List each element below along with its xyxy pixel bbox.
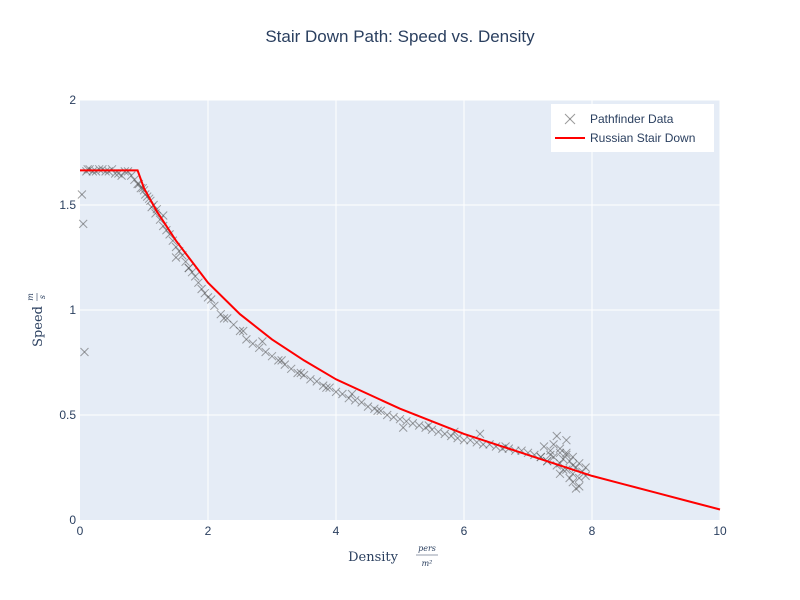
- legend-label-pathfinder-data: Pathfinder Data: [590, 112, 674, 126]
- y-tick-label: 1: [69, 303, 76, 317]
- chart-root: 0 2 4 6 8 10 0 0.5 1 1.5 2 Stair Down Path: Speed…: [0, 0, 800, 600]
- y-axis-unit-denominator: s: [38, 295, 47, 299]
- y-tick-label: 2: [69, 93, 76, 107]
- x-tick-label: 10: [713, 524, 727, 538]
- chart-svg: 0 2 4 6 8 10 0 0.5 1 1.5 2 Stair Down Path: Speed…: [0, 0, 800, 600]
- x-tick-label: 8: [589, 524, 596, 538]
- y-axis-label-text: Speed: [31, 306, 46, 347]
- legend-label-russian-stair-down: Russian Stair Down: [590, 131, 695, 145]
- x-tick-label: 4: [333, 524, 340, 538]
- x-tick-label: 2: [205, 524, 212, 538]
- x-axis-unit-numerator: pers: [418, 544, 436, 553]
- x-axis-unit-denominator: m²: [422, 559, 433, 568]
- y-tick-label: 0: [69, 513, 76, 527]
- x-axis-label-text: Density: [348, 550, 399, 565]
- legend[interactable]: Pathfinder Data Russian Stair Down: [551, 104, 714, 152]
- y-tick-label: 0.5: [59, 408, 76, 422]
- y-axis-unit-numerator: m: [26, 293, 35, 301]
- x-tick-label: 0: [77, 524, 84, 538]
- y-tick-label: 1.5: [59, 198, 76, 212]
- chart-title: Stair Down Path: Speed vs. Density: [265, 27, 535, 46]
- x-tick-label: 6: [461, 524, 468, 538]
